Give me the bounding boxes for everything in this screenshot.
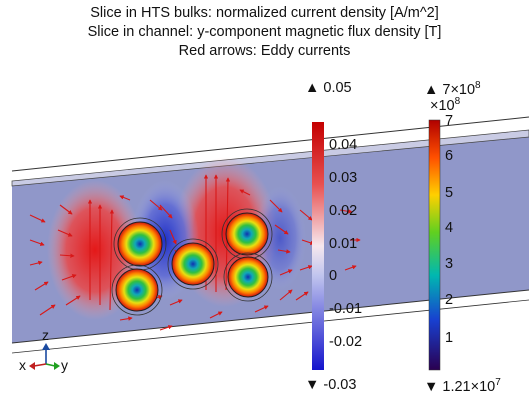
colorbar-rainbow-min: ▼ 1.21×107 [424, 377, 501, 395]
eddy-arrow [159, 325, 173, 331]
eddy-arrow [65, 295, 81, 306]
eddy-arrow [344, 265, 357, 271]
colorbar-rainbow [428, 119, 441, 371]
colorbar-rainbow-tick: 1 [445, 330, 454, 346]
colorbar-rainbow-scale-exponent: 8 [454, 96, 461, 107]
eddy-arrow [209, 311, 223, 319]
hts-bulk [111, 264, 163, 316]
eddy-arrow [57, 229, 73, 237]
title-line-3: Red arrows: Eddy currents [178, 43, 351, 59]
eddy-arrow [59, 204, 73, 215]
colorbar-rainbow-scale: ×108 [430, 96, 460, 114]
axis-label-y: y [61, 357, 68, 373]
channel-top-edge [11, 116, 529, 172]
title-line-1: Slice in HTS bulks: normalized current d… [90, 5, 439, 21]
eddy-arrow [29, 260, 43, 266]
colorbar-rainbow-max: ▲ 7×108 [424, 80, 481, 98]
colorbar-rainbow-tick: 7 [445, 113, 454, 129]
eddy-arrow [119, 316, 133, 321]
title-line-2: Slice in channel: y-component magnetic f… [87, 24, 442, 40]
channel-bottom-edge [11, 289, 529, 344]
eddy-arrow [239, 189, 251, 196]
eddy-arrow [29, 239, 45, 246]
eddy-arrow [169, 299, 183, 306]
hts-bulk [167, 238, 219, 290]
eddy-arrow [299, 265, 313, 271]
axis-label-z: z [42, 327, 49, 343]
channel-top-face [11, 129, 529, 187]
figure-title: Slice in HTS bulks: normalized current d… [0, 4, 529, 61]
colorbar-rainbow-max-exponent: 8 [475, 80, 481, 91]
colorbar-rainbow-min-exponent: 7 [495, 377, 501, 388]
colorbar-rainbow-tick: 6 [445, 148, 454, 164]
eddy-arrow [169, 229, 177, 245]
axis-label-x: x [19, 357, 26, 373]
eddy-arrow [119, 195, 131, 201]
eddy-arrow [59, 253, 75, 258]
colorbar-diverging-tick: 0.01 [329, 236, 358, 252]
eddy-arrow [295, 291, 309, 301]
colorbar-diverging-tick: 0 [329, 268, 338, 284]
hts-bulk [221, 208, 273, 260]
eddy-arrow [39, 304, 56, 316]
eddy-arrow [109, 209, 115, 311]
eddy-arrow [29, 214, 46, 223]
colorbar-rainbow-scale-base: ×10 [430, 97, 455, 114]
colorbar-rainbow-tick: 3 [445, 256, 454, 272]
eddy-arrow [269, 199, 283, 213]
eddy-arrow [299, 209, 313, 221]
axes-triad [29, 343, 60, 370]
eddy-arrow [279, 289, 293, 301]
eddy-current-arrows [29, 174, 361, 331]
hts-bulk [223, 252, 273, 302]
eddy-arrow [277, 249, 291, 254]
eddy-arrow [61, 274, 77, 281]
eddy-arrow [274, 224, 289, 235]
colorbar-diverging-tick: 0.03 [329, 170, 358, 186]
colorbar-diverging-tick: -0.01 [329, 301, 363, 317]
eddy-arrow [159, 204, 173, 219]
colorbar-diverging-tick: 0.02 [329, 203, 358, 219]
colorbar-diverging-min: ▼ -0.03 [305, 377, 357, 393]
colorbar-diverging-max: ▲ 0.05 [305, 80, 352, 96]
colorbar-diverging [312, 122, 324, 370]
hts-bulk [113, 217, 167, 271]
channel-lower-edge [11, 299, 529, 354]
eddy-arrow [339, 209, 353, 214]
current-region-blue [254, 186, 306, 290]
eddy-arrow [279, 269, 293, 276]
eddy-arrow [149, 199, 163, 211]
hts-bulks [111, 208, 273, 316]
colorbar-diverging-tick: -0.02 [329, 334, 363, 350]
colorbar-rainbow-tick: 2 [445, 292, 454, 308]
colorbar-rainbow-tick: 4 [445, 220, 454, 236]
colorbar-rainbow-tick: 5 [445, 185, 454, 201]
colorbar-rainbow-min-mantissa: ▼ 1.21×10 [424, 378, 496, 395]
eddy-arrow [254, 305, 269, 313]
eddy-arrow [34, 281, 49, 291]
colorbar-rainbow-max-mantissa: ▲ 7×10 [424, 81, 476, 98]
colorbar-diverging-tick: 0.04 [329, 137, 358, 153]
